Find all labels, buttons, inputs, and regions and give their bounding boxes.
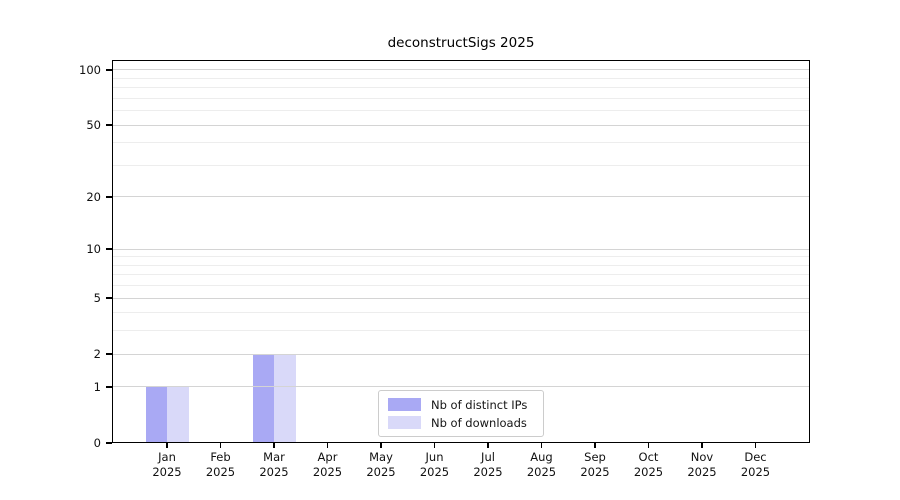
x-tick-dec <box>754 443 757 448</box>
x-tick-label-oct: Oct 2025 <box>633 450 664 479</box>
y-tick-1 <box>106 386 112 388</box>
x-tick-mar <box>273 443 275 448</box>
legend-entry-distinct-ips: Nb of distinct IPs <box>388 396 534 413</box>
y-tick-2 <box>106 353 112 355</box>
x-tick-label-feb: Feb 2025 <box>205 450 236 479</box>
legend-label-distinct-ips: Nb of distinct IPs <box>431 397 528 412</box>
gridline-minor-4 <box>112 312 810 314</box>
gridline-minor-70 <box>112 97 810 99</box>
chart-title: deconstructSigs 2025 <box>387 35 535 51</box>
x-tick-jul <box>487 443 489 448</box>
gridline-minor-60 <box>112 110 810 112</box>
gridline-minor-7 <box>112 274 810 276</box>
x-tick-label-mar: Mar 2025 <box>259 450 289 479</box>
bar-downloads-mar <box>274 354 296 443</box>
x-tick-aug <box>540 443 543 448</box>
bar-downloads-jan <box>167 386 189 443</box>
x-tick-nov <box>701 443 703 448</box>
x-tick-feb <box>219 443 222 448</box>
y-tick-0 <box>106 442 112 444</box>
legend-label-downloads: Nb of downloads <box>431 415 527 430</box>
x-tick-apr <box>326 443 329 448</box>
x-tick-jun <box>433 443 436 448</box>
x-tick-label-jul: Jul 2025 <box>473 450 503 479</box>
y-tick-50 <box>106 124 112 126</box>
y-tick-5 <box>106 297 112 299</box>
y-tick-label-50: 50 <box>86 118 101 133</box>
x-tick-label-may: May 2025 <box>366 450 396 479</box>
y-tick-label-100: 100 <box>79 62 101 77</box>
x-tick-label-jun: Jun 2025 <box>419 450 450 479</box>
gridline-minor-6 <box>112 285 810 287</box>
gridline-major-1 <box>112 386 810 388</box>
gridline-major-10 <box>112 248 810 250</box>
gridline-minor-80 <box>112 87 810 89</box>
x-tick-label-jan: Jan 2025 <box>152 450 182 479</box>
x-tick-oct <box>647 443 650 448</box>
y-tick-20 <box>106 196 112 198</box>
y-tick-10 <box>106 248 112 250</box>
plot-area <box>112 60 810 443</box>
y-tick-label-2: 2 <box>93 347 101 362</box>
x-tick-may <box>380 443 382 448</box>
bar-distinct-ips-jan <box>145 386 167 443</box>
x-tick-label-aug: Aug 2025 <box>526 450 557 479</box>
gridline-major-2 <box>112 353 810 355</box>
gridline-minor-9 <box>112 256 810 258</box>
legend-entry-downloads: Nb of downloads <box>388 414 534 431</box>
y-tick-100 <box>106 69 112 71</box>
gridline-major-50 <box>112 124 810 126</box>
legend: Nb of distinct IPs Nb of downloads <box>378 390 544 437</box>
gridline-major-20 <box>112 196 810 198</box>
y-tick-label-10: 10 <box>86 242 101 257</box>
legend-swatch-downloads <box>388 416 421 429</box>
x-tick-label-apr: Apr 2025 <box>312 450 343 479</box>
gridline-major-5 <box>112 297 810 299</box>
gridline-minor-40 <box>112 142 810 144</box>
x-tick-sep <box>594 443 596 448</box>
gridline-minor-8 <box>112 264 810 266</box>
gridline-major-100 <box>112 69 810 71</box>
gridline-minor-30 <box>112 164 810 166</box>
y-tick-label-1: 1 <box>93 379 101 394</box>
y-tick-label-20: 20 <box>86 189 101 204</box>
x-tick-label-dec: Dec 2025 <box>740 450 771 479</box>
gridline-minor-90 <box>112 77 810 79</box>
x-tick-label-sep: Sep 2025 <box>580 450 610 479</box>
y-tick-label-5: 5 <box>93 291 101 306</box>
bar-distinct-ips-mar <box>252 354 274 443</box>
gridline-minor-3 <box>112 330 810 332</box>
x-tick-jan <box>166 443 168 448</box>
x-tick-label-nov: Nov 2025 <box>687 450 717 479</box>
legend-swatch-distinct-ips <box>388 398 421 411</box>
y-tick-label-0: 0 <box>93 436 101 450</box>
